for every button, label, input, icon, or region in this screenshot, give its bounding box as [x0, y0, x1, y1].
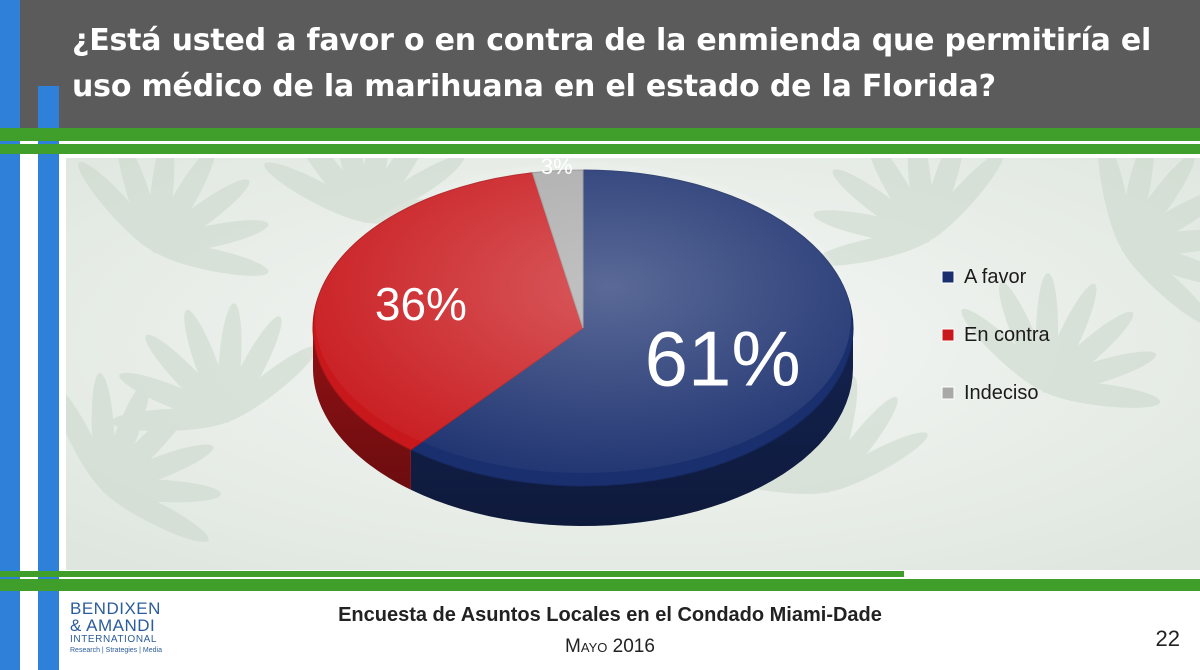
footer-survey-title: Encuesta de Asuntos Locales en el Condad…: [338, 604, 882, 626]
pie-chart: 61% 36% 3% A favor En contra Indeciso: [66, 158, 1200, 570]
footer-year: 2016: [612, 636, 655, 657]
slide-title: ¿Está usted a favor o en contra de la en…: [72, 23, 1152, 104]
logo-line-2: & AMANDI: [70, 616, 156, 635]
green-divider-bottom-2: [0, 579, 1200, 591]
legend-label: En contra: [964, 324, 1050, 346]
legend-swatch: [941, 328, 955, 342]
left-accent-bar-outer: [0, 0, 20, 670]
left-accent-bar-inner: [38, 86, 59, 670]
logo-tagline: Research | Strategies | Media: [70, 647, 162, 654]
pie-highlight: [315, 163, 851, 473]
pie-label-indeciso: 3%: [541, 158, 573, 179]
legend-label: A favor: [964, 266, 1027, 288]
company-logo: BENDIXEN & AMANDI INTERNATIONAL Research…: [70, 600, 180, 656]
legend-item-en-contra: En contra: [941, 324, 1050, 346]
legend-item-indeciso: Indeciso: [941, 382, 1039, 404]
title-bar: ¿Está usted a favor o en contra de la en…: [0, 0, 1200, 128]
green-divider-top-1: [0, 128, 1200, 141]
pie-side-shade: [410, 328, 853, 526]
legend-swatch: [941, 270, 955, 284]
pie-side-shade: [313, 328, 411, 490]
pie-label-en-contra: 36%: [375, 278, 467, 330]
chart-legend: A favor En contra Indeciso: [941, 266, 1050, 404]
footer-date: Mayo 2016: [310, 636, 910, 658]
legend-swatch: [941, 386, 955, 400]
green-divider-bottom-1: [0, 571, 904, 577]
footer-month: Mayo: [565, 636, 608, 657]
leaf-background-decoration: [66, 158, 1200, 542]
legend-label: Indeciso: [964, 382, 1039, 404]
pie-label-a-favor: 61%: [645, 315, 801, 403]
logo-line-3: INTERNATIONAL: [70, 634, 158, 645]
legend-item-a-favor: A favor: [941, 266, 1027, 288]
page-number: 22: [1155, 626, 1180, 651]
chart-panel: 61% 36% 3% A favor En contra Indeciso: [66, 158, 1200, 570]
logo-line-1: BENDIXEN: [70, 599, 161, 618]
green-divider-top-2: [0, 144, 1200, 154]
